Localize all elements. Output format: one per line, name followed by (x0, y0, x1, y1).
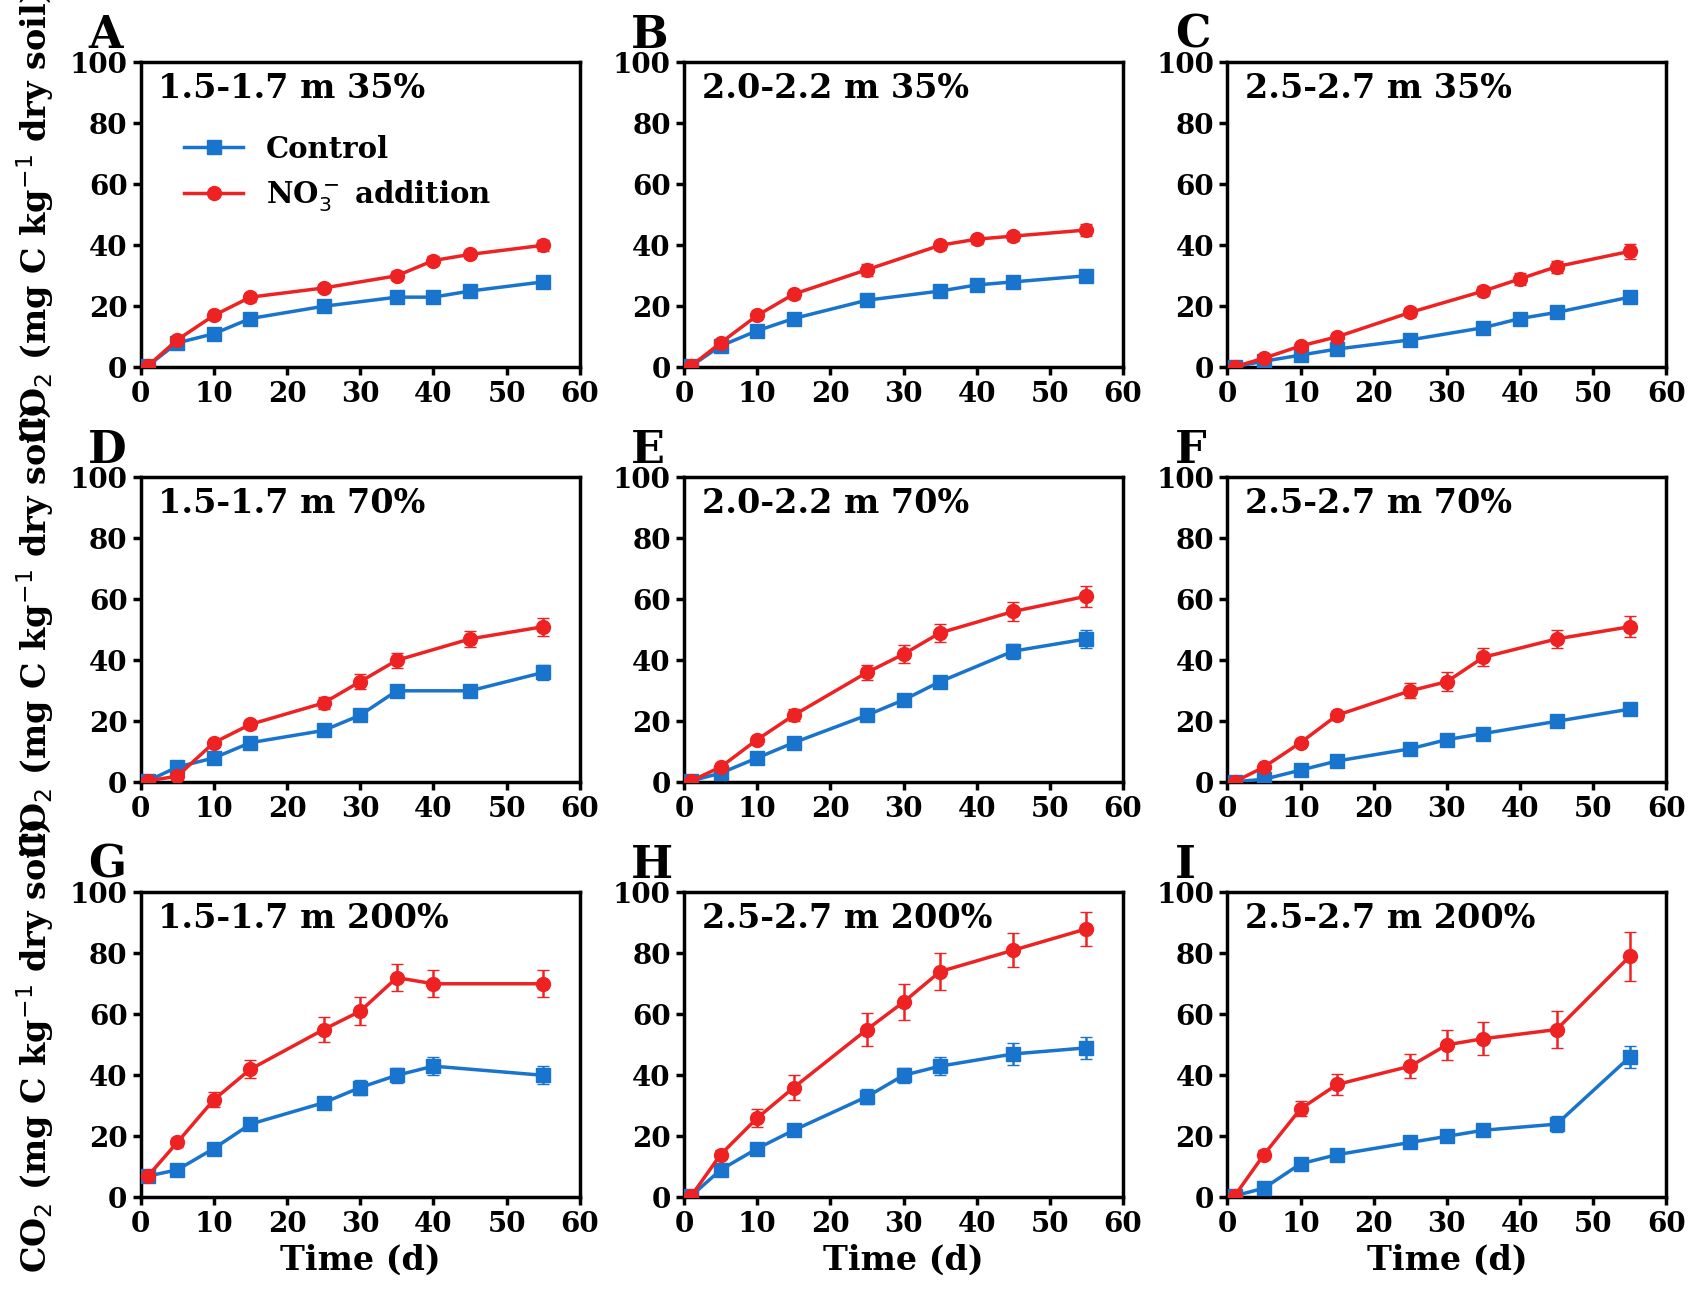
Text: B: B (630, 14, 669, 57)
Text: 2.5-2.7 m 200%: 2.5-2.7 m 200% (1244, 902, 1534, 934)
Y-axis label: CO$_2$ (mg C kg$^{-1}$ dry soil): CO$_2$ (mg C kg$^{-1}$ dry soil) (14, 0, 56, 442)
Text: 2.5-2.7 m 200%: 2.5-2.7 m 200% (702, 902, 992, 934)
X-axis label: Time (d): Time (d) (822, 1244, 984, 1276)
Text: A: A (88, 14, 122, 57)
X-axis label: Time (d): Time (d) (1366, 1244, 1527, 1276)
Text: G: G (88, 844, 126, 886)
Text: E: E (630, 428, 664, 471)
Legend: Control, NO$_3^-$ addition: Control, NO$_3^-$ addition (173, 123, 503, 224)
Text: C: C (1174, 14, 1210, 57)
Text: I: I (1174, 844, 1194, 886)
Text: D: D (88, 428, 126, 471)
Y-axis label: CO$_2$ (mg C kg$^{-1}$ dry soil): CO$_2$ (mg C kg$^{-1}$ dry soil) (14, 402, 56, 857)
X-axis label: Time (d): Time (d) (280, 1244, 440, 1276)
Y-axis label: CO$_2$ (mg C kg$^{-1}$ dry soil): CO$_2$ (mg C kg$^{-1}$ dry soil) (14, 818, 56, 1272)
Text: 2.5-2.7 m 70%: 2.5-2.7 m 70% (1244, 486, 1512, 520)
Text: 2.0-2.2 m 70%: 2.0-2.2 m 70% (702, 486, 968, 520)
Text: 1.5-1.7 m 35%: 1.5-1.7 m 35% (158, 72, 425, 104)
Text: F: F (1174, 428, 1206, 471)
Text: 2.0-2.2 m 35%: 2.0-2.2 m 35% (702, 72, 968, 104)
Text: 1.5-1.7 m 200%: 1.5-1.7 m 200% (158, 902, 449, 934)
Text: H: H (630, 844, 673, 886)
Text: 2.5-2.7 m 35%: 2.5-2.7 m 35% (1244, 72, 1512, 104)
Text: 1.5-1.7 m 70%: 1.5-1.7 m 70% (158, 486, 425, 520)
